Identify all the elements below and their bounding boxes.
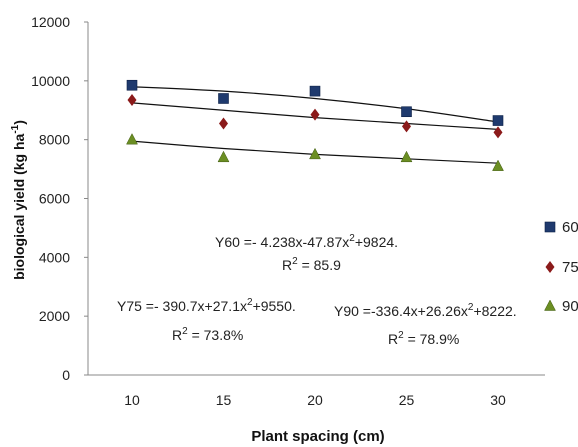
y-tick-label: 6000 bbox=[39, 191, 70, 207]
equation-90-end: +8222. bbox=[473, 303, 516, 319]
legend: 60 75 90 bbox=[544, 219, 578, 315]
trend-line-60 bbox=[131, 86, 499, 123]
r2-75-r: R bbox=[172, 327, 182, 343]
equation-90: Y90 =-336.4x+26.26x2+8222. R2 = 78.9% bbox=[334, 302, 517, 347]
y-tick-label: 2000 bbox=[39, 308, 70, 324]
equation-75-end: +9550. bbox=[253, 298, 296, 314]
svg-text:R2 = 85.9: R2 = 85.9 bbox=[282, 256, 341, 273]
data-point-75 bbox=[493, 126, 503, 139]
data-point-90 bbox=[217, 150, 230, 163]
data-point-90 bbox=[492, 159, 504, 171]
y-tick-label: 8000 bbox=[39, 132, 70, 148]
y-tick-label: 12000 bbox=[31, 14, 70, 30]
r2-90-r: R bbox=[388, 331, 398, 347]
svg-text:R2 = 73.8%: R2 = 73.8% bbox=[172, 326, 243, 343]
data-point-60 bbox=[492, 115, 504, 126]
y-tick-label: 4000 bbox=[39, 249, 70, 265]
r2-75-sup: 2 bbox=[182, 326, 188, 337]
y-axis-title-main: biological yield (kg ha bbox=[11, 133, 27, 279]
equation-75: Y75 =- 390.7x+27.1x2+9550. R2 = 73.8% bbox=[117, 297, 296, 343]
x-tick-label: 15 bbox=[216, 392, 232, 408]
r2-90-value: = 78.9% bbox=[404, 331, 460, 347]
svg-text:Y90 =-336.4x+26.26x2+8222.: Y90 =-336.4x+26.26x2+8222. bbox=[334, 302, 517, 319]
equation-90-sup: 2 bbox=[468, 302, 474, 313]
equation-75-text: Y75 =- 390.7x+27.1x bbox=[117, 298, 247, 314]
r2-60-value: = 85.9 bbox=[298, 257, 341, 273]
equation-75-sup: 2 bbox=[247, 297, 253, 308]
legend-label-90: 90 bbox=[562, 298, 578, 315]
y-axis-title: biological yield (kg ha-1) bbox=[10, 120, 27, 280]
equation-90-text: Y90 =-336.4x+26.26x bbox=[334, 303, 468, 319]
data-point-75 bbox=[402, 120, 411, 133]
data-point-60 bbox=[126, 79, 138, 91]
x-tick-label: 30 bbox=[490, 392, 506, 408]
data-point-60 bbox=[218, 93, 229, 104]
r2-90-sup: 2 bbox=[398, 330, 404, 341]
legend-marker-90 bbox=[544, 299, 556, 311]
legend-marker-60 bbox=[544, 221, 556, 233]
data-point-60 bbox=[309, 85, 321, 97]
equation-60: Y60 =- 4.238x-47.87x2+9824. R2 = 85.9 bbox=[215, 233, 398, 273]
x-axis-title: Plant spacing (cm) bbox=[251, 428, 384, 445]
r2-60-r: R bbox=[282, 257, 292, 273]
x-tick-label: 20 bbox=[307, 392, 323, 408]
legend-label-60: 60 bbox=[562, 219, 578, 236]
svg-text:Y75 =- 390.7x+27.1x2+9550.: Y75 =- 390.7x+27.1x2+9550. bbox=[117, 297, 296, 314]
r2-75-value: = 73.8% bbox=[188, 327, 244, 343]
data-point-60 bbox=[401, 106, 412, 118]
svg-text:R2 = 78.9%: R2 = 78.9% bbox=[388, 330, 459, 347]
equation-60-sup: 2 bbox=[349, 233, 355, 244]
data-point-75 bbox=[310, 108, 320, 121]
equation-60-end: +9824. bbox=[355, 234, 398, 250]
y-tick-label: 0 bbox=[62, 367, 70, 383]
equation-60-text: Y60 =- 4.238x-47.87x bbox=[215, 234, 349, 250]
x-tick-label: 25 bbox=[399, 392, 415, 408]
x-tick-label: 10 bbox=[124, 392, 140, 408]
data-point-75 bbox=[219, 117, 228, 130]
y-tick-label: 10000 bbox=[31, 73, 70, 89]
data-point-75 bbox=[127, 93, 137, 106]
svg-text:Y60 =- 4.238x-47.87x2+9824.: Y60 =- 4.238x-47.87x2+9824. bbox=[215, 233, 398, 250]
data-point-90 bbox=[400, 150, 413, 163]
r2-60-sup: 2 bbox=[292, 256, 298, 267]
y-axis-title-sup: -1 bbox=[10, 124, 21, 133]
data-point-90 bbox=[126, 133, 138, 145]
legend-label-75: 75 bbox=[562, 259, 578, 276]
y-axis-title-close: ) bbox=[11, 120, 27, 125]
legend-marker-75 bbox=[545, 261, 555, 273]
data-point-90 bbox=[309, 147, 321, 160]
